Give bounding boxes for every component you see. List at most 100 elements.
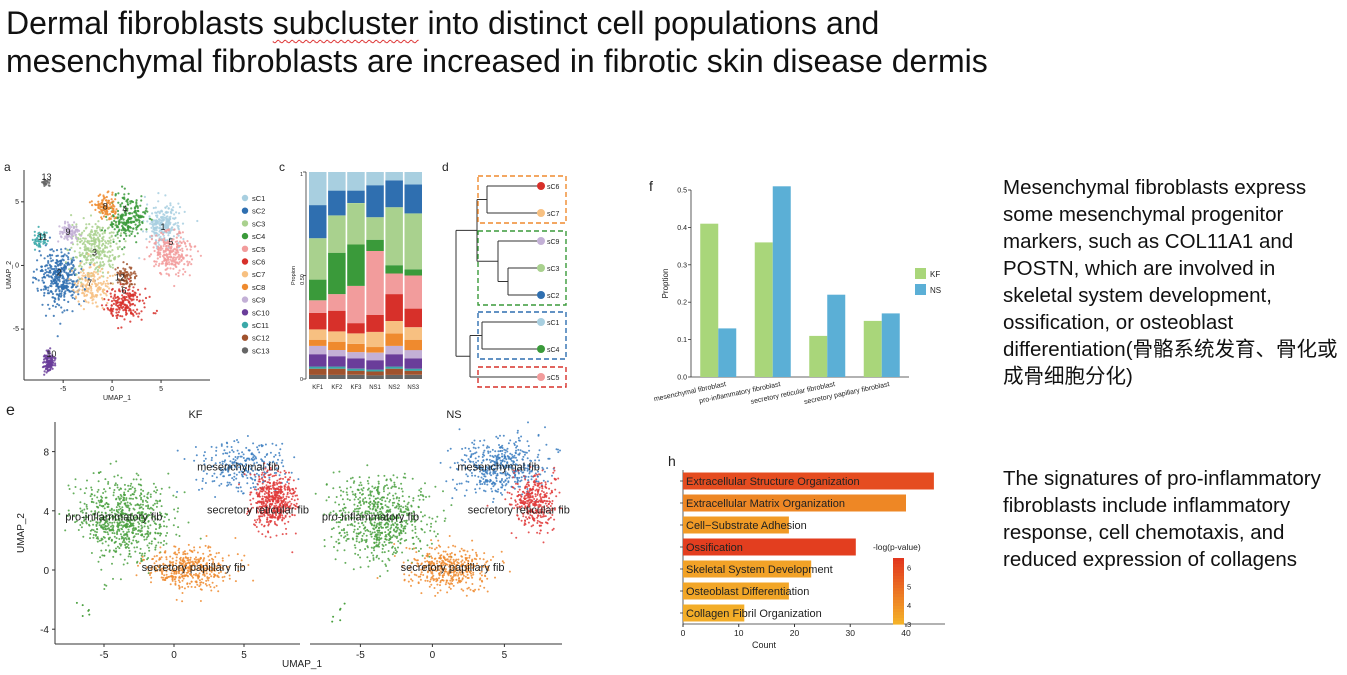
umap-a-point	[94, 240, 97, 243]
umap-e-point	[209, 553, 212, 556]
umap-a-point	[88, 201, 91, 204]
umap-a-point	[186, 248, 189, 251]
umap-a-point	[59, 269, 62, 272]
umap-e-point	[233, 440, 236, 443]
umap-e-point	[515, 449, 518, 452]
umap-a-point	[67, 252, 70, 255]
umap-e-point	[226, 484, 229, 487]
umap-e-point	[117, 508, 120, 511]
umap-e-point	[494, 450, 497, 453]
umap-a-point	[106, 246, 109, 249]
dendrogram-leaf-marker	[537, 209, 545, 217]
umap-e-point	[105, 528, 108, 531]
umap-e-point	[118, 547, 121, 550]
umap-e-point	[189, 556, 192, 559]
umap-e-point	[107, 544, 110, 547]
panel-c-bar-segment	[328, 252, 346, 295]
legend-a-swatch	[241, 194, 249, 202]
panel-c-bar-segment	[366, 315, 384, 332]
umap-a-point	[92, 259, 95, 262]
umap-e-point	[152, 504, 155, 507]
umap-a-point	[97, 282, 100, 285]
umap-e-point	[68, 488, 71, 490]
umap-e-point	[214, 574, 217, 577]
umap-e-point	[518, 476, 521, 479]
title-spellcheck-word: subcluster	[272, 5, 419, 41]
umap-e-point	[449, 466, 452, 469]
umap-a-point	[112, 297, 115, 300]
umap-a-cluster-label: 5	[168, 237, 173, 247]
umap-a-point	[134, 272, 137, 275]
umap-e-point	[543, 470, 546, 473]
umap-e-point	[471, 474, 474, 477]
umap-e-point	[537, 480, 540, 483]
umap-e-point	[275, 444, 278, 447]
umap-a-point	[157, 251, 160, 254]
umap-e-point	[228, 574, 231, 577]
umap-e-point	[107, 537, 110, 540]
umap-e-point	[474, 474, 477, 477]
umap-a-point	[63, 298, 66, 302]
umap-e-point	[501, 483, 504, 486]
umap-a-point	[148, 215, 151, 218]
umap-e-point	[208, 576, 210, 579]
panel-c-bar-segment	[385, 321, 403, 334]
umap-e-point	[190, 585, 193, 588]
umap-e-point	[129, 484, 132, 487]
umap-a-point	[42, 361, 45, 364]
umap-a-point	[165, 259, 168, 262]
umap-e-point	[116, 484, 119, 486]
umap-e-point	[94, 530, 97, 533]
umap-e-point	[279, 485, 282, 488]
umap-e-point	[131, 532, 134, 535]
umap-a-point	[181, 249, 184, 253]
umap-e-point	[120, 537, 123, 540]
umap-a-point	[166, 218, 169, 221]
umap-e-point	[135, 478, 138, 481]
umap-a-point	[129, 267, 132, 270]
umap-a-point	[129, 276, 132, 279]
umap-a-point	[117, 192, 120, 195]
umap-e-point	[485, 446, 488, 449]
umap-e-point	[477, 455, 480, 458]
umap-a-point	[143, 306, 146, 309]
umap-e-point	[267, 523, 270, 526]
umap-a-point	[121, 185, 124, 188]
umap-e-point	[260, 473, 263, 476]
umap-e-point	[143, 554, 146, 557]
umap-e-point	[527, 479, 530, 482]
umap-a-point	[44, 314, 48, 317]
umap-a-point	[131, 200, 135, 204]
umap-a-point	[135, 199, 138, 202]
umap-e-point	[474, 488, 477, 491]
umap-a-point	[33, 234, 36, 237]
umap-e-point	[166, 532, 169, 534]
umap-e-point	[178, 551, 180, 554]
panel-c-bar-segment	[366, 251, 384, 315]
umap-a-point	[157, 241, 160, 244]
umap-a-point	[81, 242, 84, 246]
umap-a-point	[56, 282, 60, 285]
umap-e-point	[493, 482, 496, 484]
umap-a-point	[95, 266, 98, 269]
umap-e-point	[527, 445, 530, 447]
legend-a-label: sC9	[252, 296, 265, 305]
umap-a-point	[154, 312, 157, 315]
panel-c-category-label: NS2	[388, 385, 400, 391]
right-text-mesenchymal: Mesenchymal fibroblasts express some mes…	[1003, 176, 1338, 388]
umap-a-point	[133, 304, 136, 307]
umap-a-point	[49, 284, 52, 287]
umap-a-point	[118, 245, 121, 248]
umap-a-point	[106, 282, 109, 285]
umap-a-point	[152, 312, 155, 315]
umap-e-point	[293, 499, 296, 502]
umap-a-point	[74, 267, 77, 270]
umap-a-point	[167, 244, 170, 247]
umap-e-point	[261, 444, 264, 447]
umap-e-point	[296, 498, 299, 501]
umap-a-point	[155, 214, 158, 217]
umap-a-point	[170, 239, 173, 242]
umap-a-point	[63, 270, 66, 273]
umap-a-point	[166, 256, 170, 259]
umap-a-point	[54, 279, 57, 282]
